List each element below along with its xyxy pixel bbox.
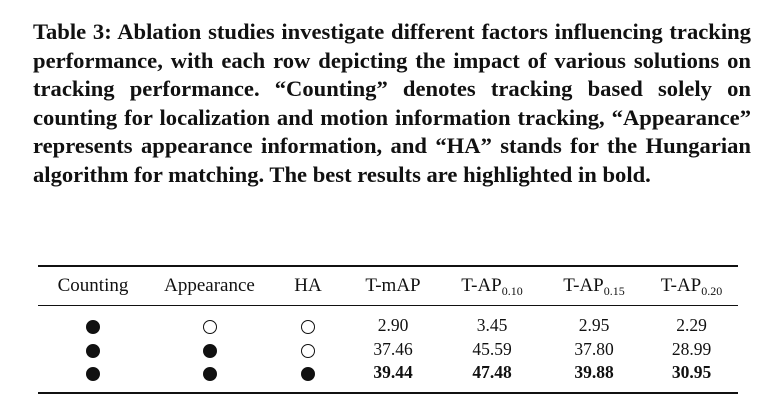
hollow-circle-icon — [202, 320, 217, 335]
table-body: 2.90 3.45 2.95 2.29 37.46 45.59 37.80 28.99 39.4… — [38, 306, 738, 392]
hollow-circle-icon — [301, 343, 315, 358]
table-bottom-rule — [38, 391, 738, 394]
filled-circle-icon — [86, 320, 100, 335]
hollow-circle-icon — [301, 320, 315, 335]
cell-tap010: 3.45 — [476, 315, 508, 336]
cell-tap020: 2.29 — [676, 315, 707, 336]
cell-appearance — [148, 338, 271, 362]
table-row: 2.90 3.45 2.95 2.29 — [38, 306, 738, 338]
cell-tap015: 2.95 — [578, 315, 610, 336]
cell-ha — [271, 361, 345, 392]
filled-circle-icon — [86, 367, 100, 382]
table-row: 39.44 47.48 39.88 30.95 — [38, 361, 738, 392]
header-tmap: T-mAP — [365, 275, 421, 296]
cell-tap020: 28.99 — [671, 338, 712, 359]
header-ha: HA — [294, 275, 322, 296]
filled-circle-icon — [301, 367, 315, 382]
filled-circle-icon — [86, 343, 100, 358]
cell-tap015: 37.80 — [574, 338, 614, 359]
header-tap-015: T-AP0.15 — [563, 275, 625, 298]
filled-circle-icon — [202, 343, 217, 358]
cell-ha — [271, 306, 345, 338]
cell-counting — [38, 338, 148, 362]
cell-tmap: 2.90 — [377, 315, 409, 336]
cell-appearance — [148, 361, 271, 392]
caption-label: Table 3: — [33, 19, 112, 44]
cell-tap015: 39.88 — [574, 362, 614, 383]
header-counting: Counting — [57, 275, 129, 296]
header-appearance: Appearance — [164, 275, 255, 296]
cell-tmap: 37.46 — [373, 338, 413, 359]
header-tap-010: T-AP0.10 — [461, 275, 523, 298]
ablation-table: Counting Appearance HA T-mAP T-AP0.10 T-… — [38, 265, 738, 394]
cell-tap010: 47.48 — [472, 362, 512, 383]
cell-tap010: 45.59 — [472, 338, 512, 359]
filled-circle-icon — [202, 367, 217, 382]
cell-tap020: 30.95 — [671, 362, 712, 383]
cell-tmap: 39.44 — [373, 362, 413, 383]
cell-counting — [38, 361, 148, 392]
caption-text: Ablation studies investigate different f… — [33, 19, 751, 187]
cell-appearance — [148, 306, 271, 338]
table-header-rule — [38, 305, 738, 306]
cell-ha — [271, 338, 345, 362]
table-header-row: Counting Appearance HA T-mAP T-AP0.10 T-… — [38, 267, 738, 305]
table-top-rule — [38, 265, 738, 267]
table-caption: Table 3: Ablation studies investigate di… — [33, 18, 751, 190]
table-row: 37.46 45.59 37.80 28.99 — [38, 338, 738, 362]
header-tap-020: T-AP0.20 — [660, 275, 723, 298]
cell-counting — [38, 306, 148, 338]
